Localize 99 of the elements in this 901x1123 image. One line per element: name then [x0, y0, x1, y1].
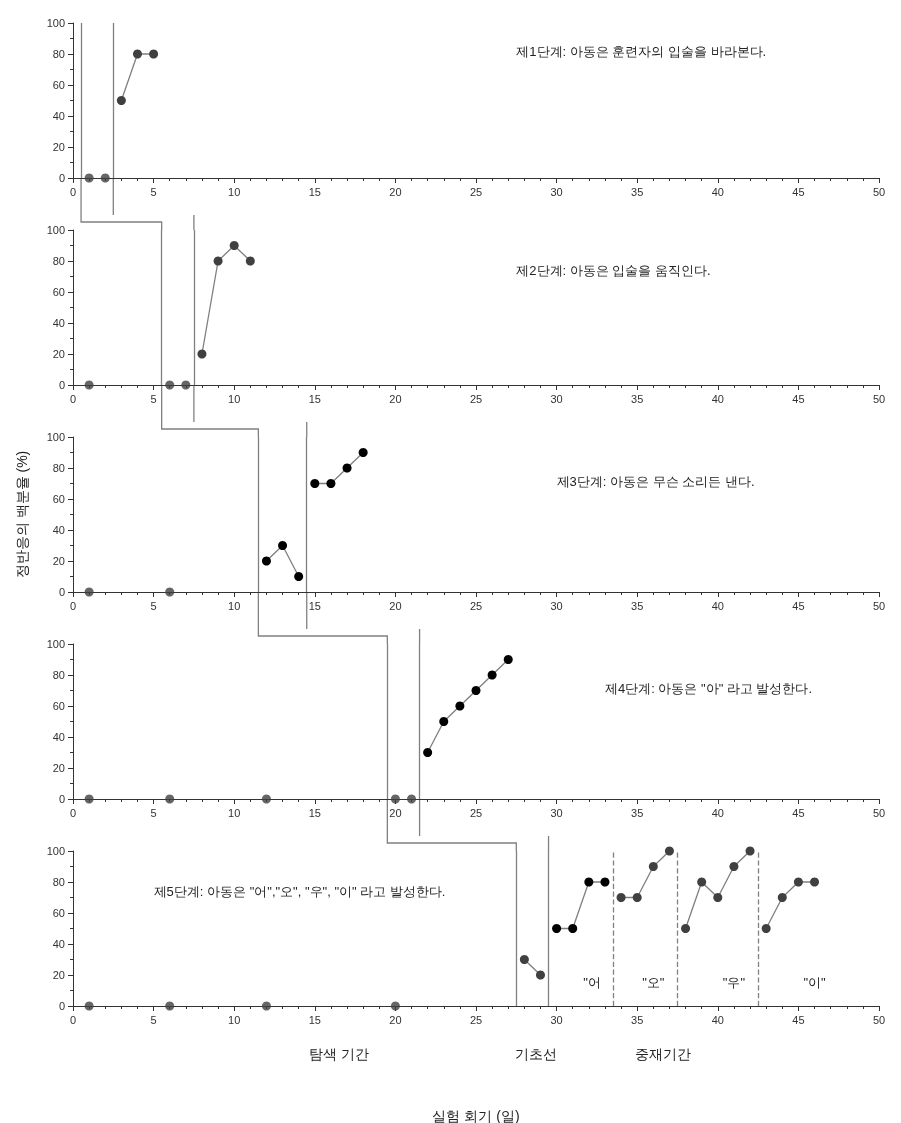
- text: 기초선: [514, 1046, 557, 1063]
- y-tick-label: 40: [52, 731, 65, 743]
- x-tick-label: 25: [469, 599, 483, 612]
- x-tick-label: 40: [711, 599, 724, 612]
- annotation: "어: [583, 975, 601, 991]
- x-tick-label: 5: [150, 1013, 157, 1026]
- x-tick-label: 30: [550, 806, 563, 819]
- y-tick-label: 60: [52, 700, 65, 712]
- annotation: 제2단계: 아동은 입술을 움직인다.: [516, 263, 711, 279]
- x-tick-label: 5: [150, 392, 157, 405]
- y-tick-label: 60: [52, 907, 65, 919]
- x-tick-label: 0: [69, 392, 77, 405]
- x-tick-label: 50: [872, 392, 886, 405]
- x-tick-label: 45: [792, 392, 805, 405]
- x-tick-label: 20: [389, 599, 402, 612]
- x-tick-label: 10: [228, 806, 241, 819]
- x-tick-label: 25: [469, 806, 483, 819]
- y-tick-label: 80: [52, 48, 65, 60]
- y-tick-label: 80: [52, 255, 65, 267]
- x-tick-label: 40: [711, 185, 724, 198]
- y-tick-label: 0: [58, 1000, 65, 1012]
- text: 중재기간: [634, 1046, 691, 1063]
- x-tick-label: 5: [150, 599, 157, 612]
- x-tick-label: 45: [792, 599, 805, 612]
- x-axis-title: 실험 회기 (일): [432, 1108, 520, 1123]
- annotation: "오": [642, 975, 665, 991]
- y-tick-label: 100: [46, 431, 65, 443]
- y-tick-label: 100: [46, 224, 65, 236]
- x-tick-label: 10: [228, 1013, 241, 1026]
- x-tick-label: 10: [228, 599, 241, 612]
- x-tick-label: 15: [308, 806, 321, 819]
- y-tick-label: 60: [52, 286, 65, 298]
- x-tick-label: 45: [792, 185, 805, 198]
- x-tick-label: 5: [150, 806, 157, 819]
- x-tick-label: 20: [389, 1013, 402, 1026]
- x-tick-label: 30: [550, 1013, 563, 1026]
- y-tick-label: 0: [58, 586, 65, 598]
- y-tick-label: 0: [58, 793, 65, 805]
- x-tick-label: 40: [711, 1013, 724, 1026]
- y-tick-label: 20: [52, 348, 65, 360]
- x-tick-label: 50: [872, 185, 886, 198]
- y-tick-label: 100: [46, 845, 65, 857]
- annotation: "이": [803, 975, 827, 991]
- x-tick-label: 35: [631, 1013, 644, 1026]
- x-tick-label: 40: [711, 392, 724, 405]
- x-tick-label: 15: [308, 185, 321, 198]
- y-tick-label: 40: [52, 110, 65, 122]
- x-tick-label: 30: [550, 185, 563, 198]
- y-tick-label: 60: [52, 79, 65, 91]
- x-tick-label: 20: [389, 185, 402, 198]
- x-tick-label: 35: [631, 392, 644, 405]
- annotation: 제5단계: 아동은 "어","오", "우", "이" 라고 발성한다.: [153, 884, 446, 900]
- x-tick-label: 35: [631, 806, 644, 819]
- y-tick-label: 40: [52, 524, 65, 536]
- annotation: 제1단계: 아동은 훈련자의 입술을 바라본다.: [516, 44, 767, 59]
- annotation: "우": [722, 975, 746, 991]
- x-tick-label: 35: [631, 185, 644, 198]
- x-tick-label: 5: [150, 185, 157, 198]
- x-tick-label: 30: [550, 392, 563, 405]
- y-tick-label: 100: [46, 638, 65, 650]
- x-tick-label: 0: [69, 599, 77, 612]
- y-tick-label: 80: [52, 669, 65, 681]
- x-tick-label: 50: [872, 806, 886, 819]
- x-tick-label: 0: [69, 1013, 77, 1026]
- x-tick-label: 0: [69, 806, 77, 819]
- x-tick-label: 10: [228, 392, 241, 405]
- y-tick-label: 20: [52, 762, 65, 774]
- y-tick-label: 80: [52, 462, 65, 474]
- x-tick-label: 50: [872, 1013, 886, 1026]
- y-tick-label: 100: [46, 17, 65, 29]
- x-tick-label: 0: [69, 185, 77, 198]
- y-tick-label: 20: [52, 555, 65, 567]
- x-tick-label: 15: [308, 392, 321, 405]
- x-tick-label: 20: [389, 392, 402, 405]
- x-tick-label: 25: [469, 1013, 483, 1026]
- y-axis-title: 정반응의 백분율 (%): [14, 450, 30, 579]
- x-tick-label: 35: [631, 599, 644, 612]
- y-tick-label: 20: [52, 141, 65, 153]
- y-tick-label: 0: [58, 379, 65, 391]
- x-tick-label: 25: [469, 185, 483, 198]
- x-tick-label: 45: [792, 806, 805, 819]
- y-tick-label: 40: [52, 938, 65, 950]
- x-tick-label: 25: [469, 392, 483, 405]
- text: 탐색 기간: [309, 1046, 369, 1063]
- y-tick-label: 20: [52, 969, 65, 981]
- x-tick-label: 20: [389, 806, 402, 819]
- x-tick-label: 45: [792, 1013, 805, 1026]
- x-tick-label: 30: [550, 599, 563, 612]
- y-tick-label: 60: [52, 493, 65, 505]
- x-tick-label: 50: [872, 599, 886, 612]
- annotation: 제4단계: 아동은 "아" 라고 발성한다.: [604, 680, 813, 696]
- x-tick-label: 10: [228, 185, 241, 198]
- annotation: 제3단계: 아동은 무슨 소리든 낸다.: [556, 473, 755, 489]
- x-tick-label: 15: [308, 599, 321, 612]
- y-tick-label: 40: [52, 317, 65, 329]
- y-tick-label: 0: [58, 172, 65, 184]
- y-tick-label: 80: [52, 876, 65, 888]
- x-tick-label: 40: [711, 806, 724, 819]
- x-tick-label: 15: [308, 1013, 321, 1026]
